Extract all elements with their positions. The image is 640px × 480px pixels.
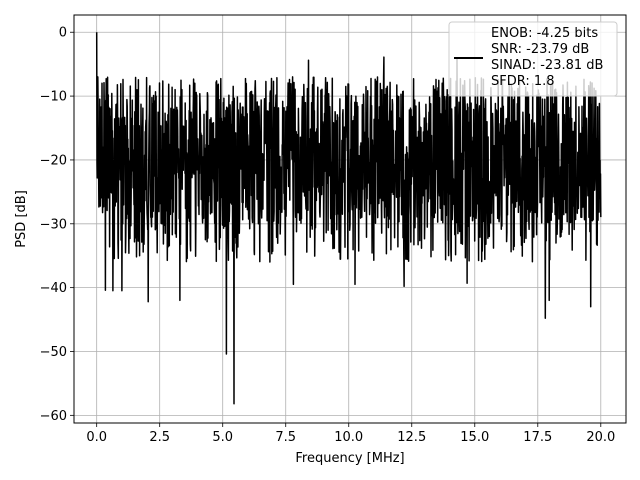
y-tick-label: −50 <box>40 345 67 360</box>
y-axis-label: PSD [dB] <box>14 190 29 248</box>
x-tick-label: 17.5 <box>523 430 552 445</box>
x-tick-label: 5.0 <box>212 430 233 445</box>
y-tick-label: −60 <box>40 409 67 424</box>
legend-line: SINAD: -23.81 dB <box>491 58 603 73</box>
y-tick-label: −10 <box>40 90 67 105</box>
x-tick-label: 12.5 <box>397 430 426 445</box>
y-tick-label: −40 <box>40 281 67 296</box>
x-tick-label: 2.5 <box>149 430 170 445</box>
legend-line: ENOB: -4.25 bits <box>491 26 598 41</box>
ticks: 0.0 2.5 5.0 7.5 10.0 12.5 15.0 17.5 20.0 0 −10 −20 −… <box>40 26 616 445</box>
legend-entry: ENOB: -4.25 bits SNR: -23.79 dB SINAD: -23… <box>491 26 603 89</box>
legend: ENOB: -4.25 bits SNR: -23.79 dB SINAD: -23… <box>448 21 618 97</box>
psd-series-line <box>95 32 602 405</box>
x-tick-label: 0.0 <box>86 430 107 445</box>
legend-line: SNR: -23.79 dB <box>491 42 589 57</box>
x-tick-label: 20.0 <box>586 430 615 445</box>
x-tick-label: 15.0 <box>460 430 489 445</box>
y-tick-label: −20 <box>40 153 67 168</box>
legend-line: SFDR: 1.8 <box>491 74 555 89</box>
plot-frame <box>73 14 627 424</box>
legend-box <box>448 21 618 97</box>
x-tick-label: 10.0 <box>334 430 363 445</box>
x-axis-label: Frequency [MHz] <box>295 451 404 466</box>
y-tick-label: −30 <box>40 217 67 232</box>
series-layer <box>95 32 602 405</box>
y-tick-label: 0 <box>59 26 67 41</box>
x-tick-label: 7.5 <box>275 430 296 445</box>
